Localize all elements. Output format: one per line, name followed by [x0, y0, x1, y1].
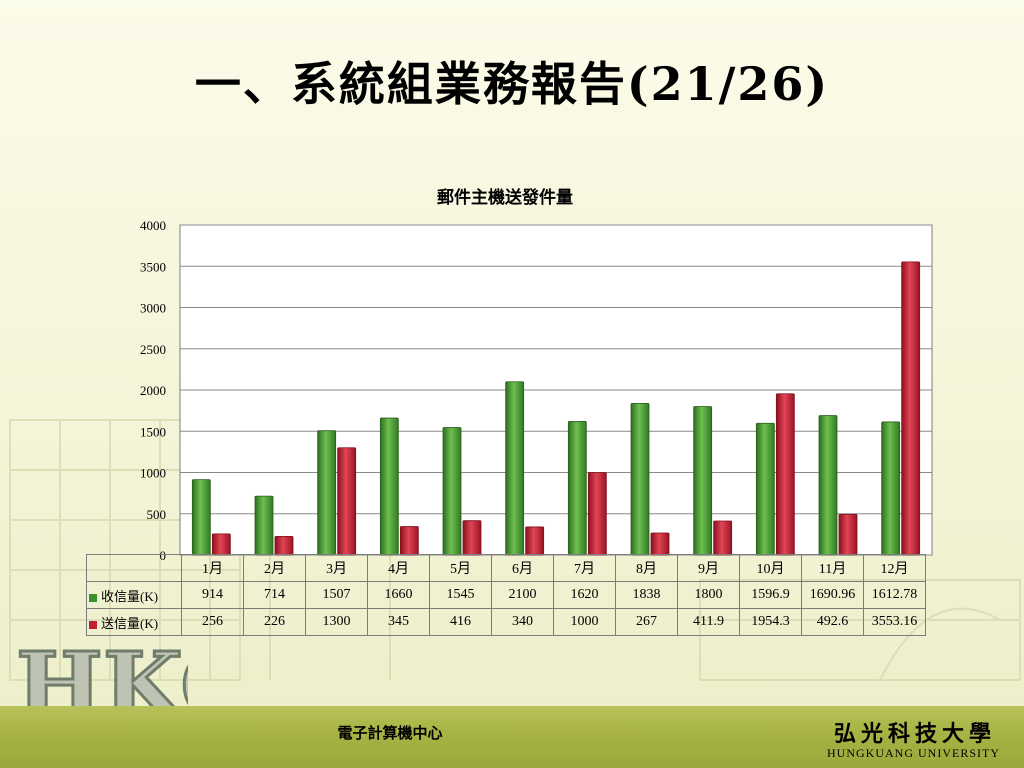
- table-row-series2: 送信量(K) 256 226 1300 345 416 340 1000 267…: [86, 608, 926, 636]
- category-cell: 8月: [615, 554, 678, 582]
- bar-series2: [462, 520, 482, 556]
- series1-legend-cell: 收信量(K): [86, 581, 182, 609]
- value-cell: 714: [243, 581, 306, 609]
- y-tick-label: 3500: [140, 259, 166, 274]
- footer-bar: [0, 706, 1024, 768]
- category-cell: 12月: [863, 554, 926, 582]
- chart-data-table: 1月 2月 3月 4月 5月 6月 7月 8月 9月 10月 11月 12月 收…: [86, 554, 926, 636]
- bar-series2: [901, 261, 921, 556]
- table-header-row: 1月 2月 3月 4月 5月 6月 7月 8月 9月 10月 11月 12月: [86, 554, 926, 582]
- value-cell: 1300: [305, 608, 368, 636]
- value-cell: 1000: [553, 608, 616, 636]
- value-cell: 411.9: [677, 608, 740, 636]
- university-name-en: HUNGKUANG UNIVERSITY: [827, 746, 1000, 760]
- bar-series1: [693, 406, 713, 556]
- bar-series2: [587, 472, 607, 556]
- value-cell: 340: [491, 608, 554, 636]
- value-cell: 345: [367, 608, 430, 636]
- bar-series1: [254, 495, 274, 556]
- value-cell: 1596.9: [739, 581, 802, 609]
- series1-name: 收信量(K): [101, 588, 159, 604]
- value-cell: 1800: [677, 581, 740, 609]
- category-cell: 6月: [491, 554, 554, 582]
- bar-series2: [399, 526, 419, 556]
- bar-series1: [442, 427, 462, 556]
- value-cell: 1690.96: [801, 581, 864, 609]
- bar-series1: [317, 430, 337, 556]
- bar-series2: [211, 533, 231, 556]
- bar-series2: [838, 513, 858, 556]
- y-tick-label: 4000: [140, 218, 166, 233]
- bar-series2: [775, 393, 795, 556]
- bar-series1: [881, 421, 901, 556]
- bar-series1: [818, 415, 838, 556]
- value-cell: 3553.16: [863, 608, 926, 636]
- bar-series2: [525, 526, 545, 556]
- footer-center-label: 電子計算機中心: [337, 724, 443, 742]
- table-row-series1: 收信量(K) 914 714 1507 1660 1545 2100 1620 …: [86, 581, 926, 609]
- bar-series1: [191, 479, 211, 556]
- bar-series1: [379, 417, 399, 556]
- category-cell: 11月: [801, 554, 864, 582]
- value-cell: 2100: [491, 581, 554, 609]
- value-cell: 1838: [615, 581, 678, 609]
- bar-series2: [337, 447, 357, 556]
- value-cell: 1620: [553, 581, 616, 609]
- category-cell: 9月: [677, 554, 740, 582]
- y-tick-label: 3000: [140, 301, 166, 316]
- category-cell: 10月: [739, 554, 802, 582]
- y-tick-label: 500: [147, 507, 167, 522]
- category-cell: 4月: [367, 554, 430, 582]
- y-tick-label: 2500: [140, 342, 166, 357]
- bar-series2: [274, 535, 294, 556]
- chart-title: 郵件主機送發件量: [437, 188, 573, 208]
- y-tick-label: 1500: [140, 424, 166, 439]
- category-cell: 5月: [429, 554, 492, 582]
- category-cell: 1月: [181, 554, 244, 582]
- value-cell: 1954.3: [739, 608, 802, 636]
- bar-series1: [755, 422, 775, 556]
- value-cell: 226: [243, 608, 306, 636]
- value-cell: 416: [429, 608, 492, 636]
- value-cell: 1545: [429, 581, 492, 609]
- bar-series1: [505, 381, 525, 556]
- series2-legend-key: [89, 620, 97, 629]
- category-cell: 2月: [243, 554, 306, 582]
- value-cell: 492.6: [801, 608, 864, 636]
- series2-name: 送信量(K): [101, 615, 159, 631]
- value-cell: 1612.78: [863, 581, 926, 609]
- value-cell: 1660: [367, 581, 430, 609]
- bar-series1: [630, 402, 650, 556]
- value-cell: 1507: [305, 581, 368, 609]
- category-cell: 3月: [305, 554, 368, 582]
- bar-series2: [650, 532, 670, 556]
- table-corner-cell: [86, 554, 182, 582]
- category-cell: 7月: [553, 554, 616, 582]
- y-tick-label: 1000: [140, 466, 166, 481]
- university-name-cn: 弘光科技大學: [833, 721, 996, 747]
- bar-series2: [713, 520, 733, 556]
- value-cell: 267: [615, 608, 678, 636]
- series1-legend-key: [89, 593, 97, 602]
- slide-title: 一、系統組業務報告(21/26): [194, 57, 830, 111]
- y-tick-label: 2000: [140, 383, 166, 398]
- bar-series1: [567, 420, 587, 556]
- value-cell: 914: [181, 581, 244, 609]
- value-cell: 256: [181, 608, 244, 636]
- series2-legend-cell: 送信量(K): [86, 608, 182, 636]
